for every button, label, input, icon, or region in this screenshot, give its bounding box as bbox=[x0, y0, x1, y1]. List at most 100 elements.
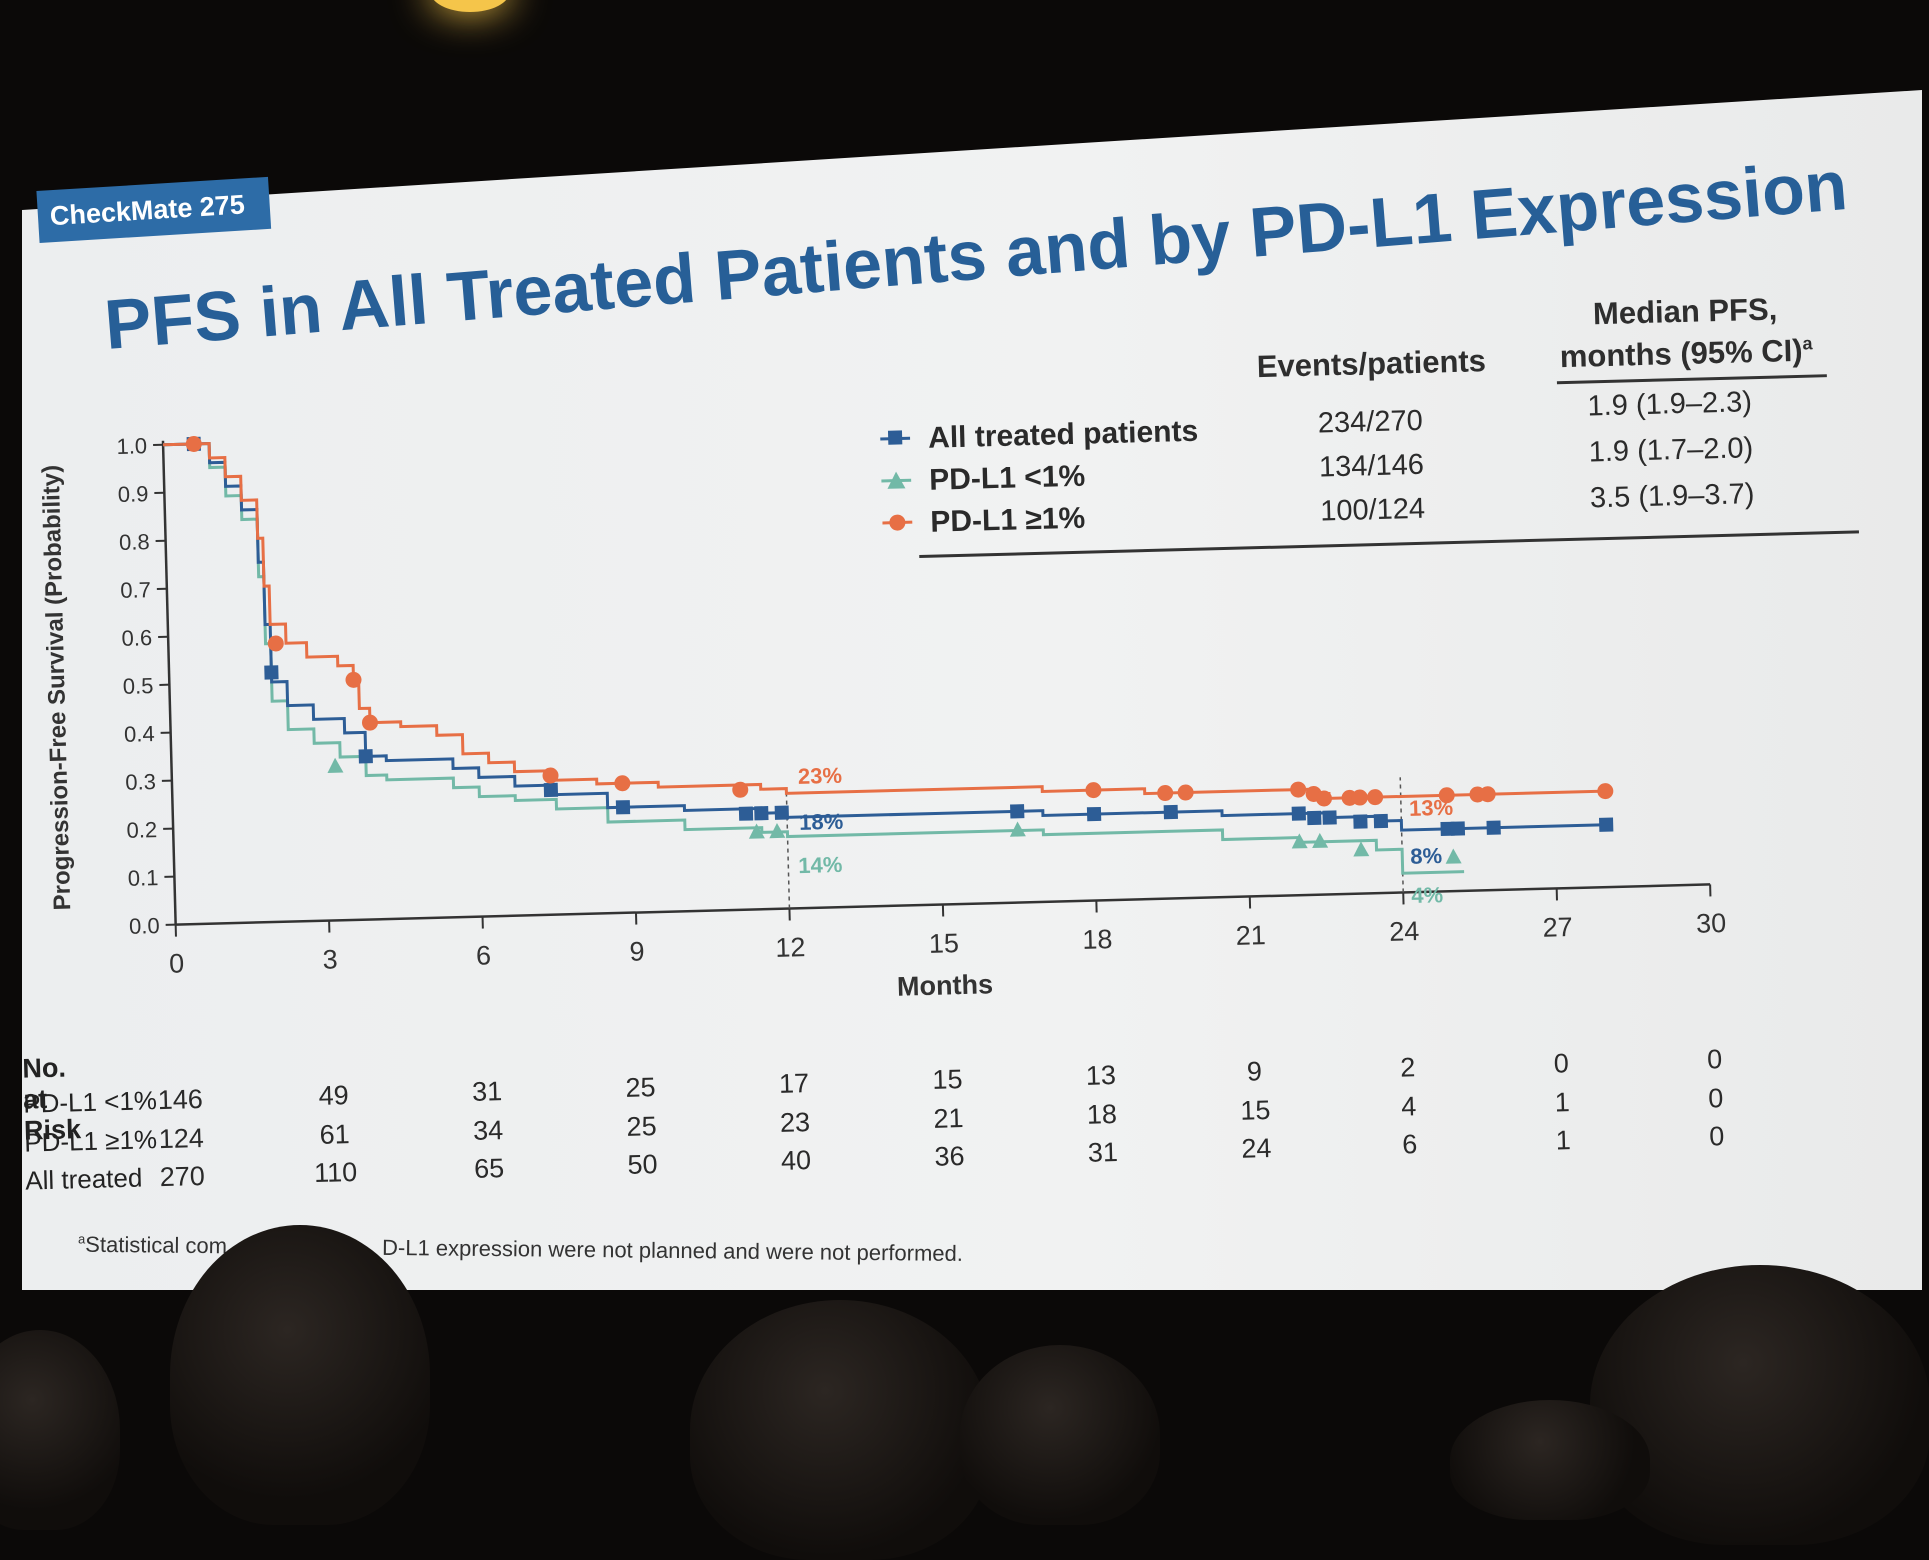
risk-value: 124 bbox=[151, 1123, 212, 1156]
risk-value: 23 bbox=[765, 1107, 826, 1140]
risk-value: 270 bbox=[152, 1161, 213, 1194]
censor-mark-pdl1-high bbox=[1367, 789, 1383, 805]
risk-value: 13 bbox=[1071, 1060, 1132, 1093]
x-tick-label: 3 bbox=[322, 944, 338, 974]
risk-value: 50 bbox=[612, 1149, 673, 1182]
x-axis-line bbox=[176, 884, 1710, 924]
censor-mark-all-treated bbox=[1307, 811, 1321, 825]
risk-value: 0 bbox=[1684, 1044, 1745, 1077]
y-tick-label: 0.6 bbox=[121, 625, 152, 651]
y-tick-label: 0.1 bbox=[128, 865, 159, 891]
risk-value: 17 bbox=[764, 1068, 825, 1101]
risk-value: 146 bbox=[150, 1084, 211, 1117]
risk-value: 25 bbox=[611, 1111, 672, 1144]
x-tick-label: 9 bbox=[629, 936, 645, 966]
censor-mark-pdl1-high bbox=[1157, 785, 1173, 801]
risk-value: 110 bbox=[305, 1157, 366, 1190]
x-axis-label: Months bbox=[897, 969, 994, 1002]
censor-mark-all-treated bbox=[1353, 814, 1367, 828]
risk-value: 2 bbox=[1377, 1052, 1438, 1085]
censor-mark-all-treated bbox=[359, 749, 373, 763]
milestone-label: 13% bbox=[1409, 795, 1454, 821]
risk-value: 0 bbox=[1531, 1048, 1592, 1081]
censor-mark-pdl1-low bbox=[1445, 848, 1461, 863]
x-tick-label: 15 bbox=[928, 928, 959, 959]
censor-mark-all-treated bbox=[739, 806, 753, 820]
censor-mark-pdl1-low bbox=[1353, 841, 1369, 856]
y-tick-label: 0.8 bbox=[119, 529, 150, 555]
risk-value: 9 bbox=[1224, 1056, 1285, 1089]
censor-mark-all-treated bbox=[1087, 807, 1101, 821]
censor-mark-pdl1-high bbox=[362, 714, 378, 730]
risk-label-high: PD-L1 ≥1% bbox=[24, 1124, 158, 1158]
risk-label-all: All treated bbox=[25, 1163, 143, 1197]
risk-value: 25 bbox=[610, 1072, 671, 1105]
y-axis-line bbox=[163, 441, 176, 925]
y-tick-label: 1.0 bbox=[116, 433, 147, 459]
censor-mark-all-treated bbox=[1010, 804, 1024, 818]
landmark-line bbox=[1400, 777, 1403, 892]
censor-mark-pdl1-low bbox=[327, 758, 343, 773]
risk-value: 61 bbox=[304, 1119, 365, 1152]
censor-mark-all-treated bbox=[775, 806, 789, 820]
censor-mark-all-treated bbox=[1451, 821, 1465, 835]
y-tick-label: 0.5 bbox=[122, 673, 153, 699]
censor-mark-all-treated bbox=[1322, 810, 1336, 824]
censor-mark-all-treated bbox=[264, 665, 278, 679]
risk-value: 31 bbox=[457, 1076, 518, 1109]
x-tick-label: 27 bbox=[1542, 912, 1573, 943]
audience-head bbox=[1590, 1265, 1929, 1545]
censor-mark-all-treated bbox=[1599, 818, 1613, 832]
milestone-label: 8% bbox=[1410, 843, 1442, 869]
y-axis-label: Progression-Free Survival (Probability) bbox=[38, 465, 77, 911]
censor-mark-all-treated bbox=[544, 783, 558, 797]
censor-mark-pdl1-high bbox=[1290, 781, 1306, 797]
risk-value: 65 bbox=[459, 1153, 520, 1186]
risk-value: 4 bbox=[1378, 1091, 1439, 1124]
y-tick-label: 0.3 bbox=[125, 769, 156, 795]
milestone-label: 23% bbox=[798, 763, 843, 789]
y-tick-label: 0.0 bbox=[129, 913, 160, 939]
y-tick-label: 0.9 bbox=[117, 481, 148, 507]
censor-mark-pdl1-high bbox=[1177, 784, 1193, 800]
censor-mark-all-treated bbox=[1164, 805, 1178, 819]
risk-value: 1 bbox=[1533, 1125, 1594, 1158]
risk-value: 18 bbox=[1072, 1099, 1133, 1132]
km-curve-all-treated bbox=[163, 407, 1606, 862]
censor-mark-pdl1-high bbox=[1085, 782, 1101, 798]
x-tick-label: 21 bbox=[1235, 920, 1266, 951]
y-tick-label: 0.2 bbox=[126, 817, 157, 843]
risk-value: 6 bbox=[1379, 1129, 1440, 1162]
risk-value: 15 bbox=[1225, 1095, 1286, 1128]
x-tick-label: 0 bbox=[169, 948, 185, 978]
audience-head bbox=[960, 1345, 1160, 1525]
risk-value: 31 bbox=[1073, 1137, 1134, 1170]
censor-mark-all-treated bbox=[616, 800, 630, 814]
audience-head bbox=[690, 1300, 990, 1560]
km-curve-pdl1-high bbox=[163, 407, 1605, 828]
risk-value: 34 bbox=[458, 1115, 519, 1148]
x-tick-label: 12 bbox=[775, 932, 806, 963]
censor-mark-all-treated bbox=[1486, 820, 1500, 834]
risk-value: 0 bbox=[1685, 1083, 1746, 1116]
y-tick-label: 0.7 bbox=[120, 577, 151, 603]
x-tick-label: 6 bbox=[476, 940, 492, 970]
censor-mark-pdl1-high bbox=[614, 775, 630, 791]
censor-mark-all-treated bbox=[1292, 806, 1306, 820]
risk-value: 40 bbox=[766, 1145, 827, 1178]
y-tick-label: 0.4 bbox=[124, 721, 155, 747]
censor-mark-all-treated bbox=[754, 806, 768, 820]
censor-mark-all-treated bbox=[1374, 814, 1388, 828]
risk-label-low: PD-L1 <1% bbox=[23, 1085, 157, 1119]
audience-head bbox=[170, 1225, 430, 1525]
risk-value: 24 bbox=[1226, 1133, 1287, 1166]
risk-value: 1 bbox=[1532, 1087, 1593, 1120]
milestone-label: 18% bbox=[799, 809, 844, 835]
risk-value: 0 bbox=[1686, 1121, 1747, 1154]
x-tick-label: 30 bbox=[1696, 908, 1727, 939]
milestone-label: 14% bbox=[798, 852, 843, 878]
audience-head bbox=[1450, 1400, 1650, 1520]
risk-value: 36 bbox=[919, 1141, 980, 1174]
x-tick-label: 18 bbox=[1082, 924, 1113, 955]
risk-value: 49 bbox=[303, 1080, 364, 1113]
